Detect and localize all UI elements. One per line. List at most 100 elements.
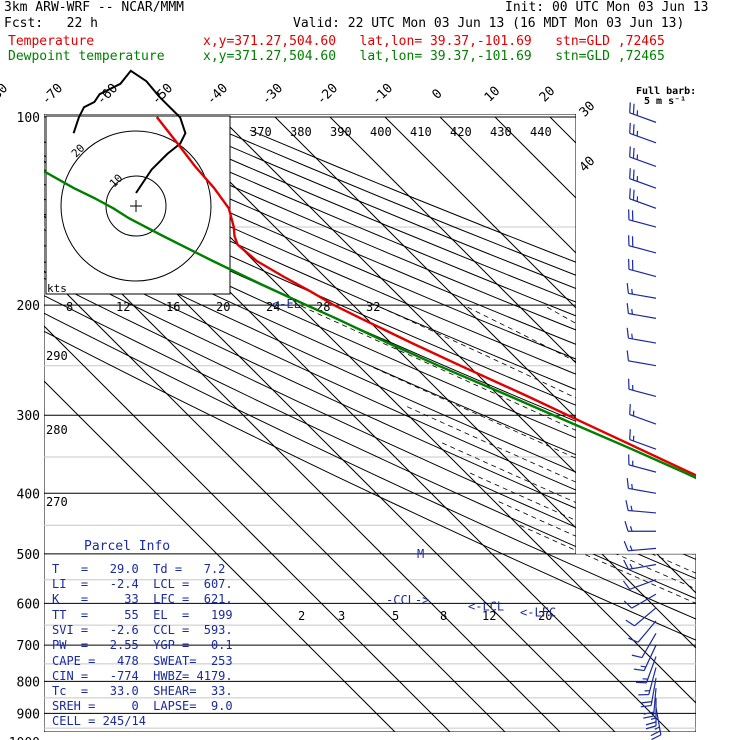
wind-barb [625,500,657,514]
wind-barb [628,620,657,643]
isotherm [44,270,506,732]
wind-barb [624,521,656,532]
isotherm-label: -80 [0,81,11,108]
parcel-row: CELL = 245/14 [52,714,146,728]
wind-barb [628,378,657,398]
pressure-label-400: 400 [17,487,40,502]
wind-barb [626,350,657,367]
theta-label: 370 [250,125,272,139]
parcel-info-title: Parcel Info [84,539,171,554]
hodo-units: kts [47,282,67,295]
wind-barb [633,644,657,672]
theta-side-label: 280 [46,423,68,437]
isotherm [439,116,696,374]
wind-barb [628,235,657,254]
dry-adiabat [44,261,696,560]
skewt-grid [44,114,740,740]
wind-barb [623,559,657,570]
wind-barb [643,688,657,719]
pressure-label-800: 800 [17,675,40,690]
mixing-ratio-bottom-label: 12 [482,609,496,623]
barb-panel-bg [576,114,696,554]
hodo-trace [72,69,187,194]
isotherm-label: -40 [204,81,231,108]
dry-adiabat [44,294,696,600]
isotherm-label: -30 [259,81,286,108]
parcel-row: SVI = -2.6 CCL = 593. [52,623,233,637]
theta-label: 400 [370,125,392,139]
hodo-ring-10 [105,175,167,237]
wind-barb [625,607,657,627]
moist-adiabat [519,524,696,604]
isotherm-label: -10 [369,81,396,108]
isotherm [715,117,740,740]
parcel-row: T = 29.0 Td = 7.2 [52,562,226,576]
wind-barb [640,677,657,708]
m-marker: M [417,547,424,561]
parcel-row: K = 33 LFC = 621. [52,592,233,606]
dry-adiabat [44,312,696,620]
dry-adiabat [44,229,696,524]
mixing-ratio-top-label: 8 [66,300,73,314]
isotherm-label: 10 [482,84,504,106]
pressure-label-500: 500 [17,548,40,563]
el-marker: <-EL [272,297,301,311]
moist-adiabat [494,499,696,590]
mixing-ratio-top-label: 12 [116,300,130,314]
parcel-info-panel: Parcel Info T = 29.0 Td = 7.2 LI = -2.4 … [44,536,233,732]
isotherm-label: -70 [39,81,66,108]
theta-label: 430 [490,125,512,139]
wind-barb [626,477,657,494]
dry-adiabat [44,330,696,641]
full-barb-units: 5 m s⁻¹ [644,96,687,107]
wind-barb [626,303,657,319]
ccl-marker: -CCL-> [386,593,429,607]
legend-temperature-info: x,y=371.27,504.60 lat,lon= 39.37,-101.69… [203,34,665,49]
model-title: 3km ARW-WRF -- NCAR/MMM [4,0,185,15]
mixing-ratio-bottom-label: 8 [440,609,447,623]
wind-barb [638,667,657,696]
pressure-label-900: 900 [17,707,40,722]
wind-barb [628,209,657,228]
isotherm-label: 0 [429,86,445,102]
mixing-ratio-bottom-label: 3 [338,609,345,623]
dry-adiabat [44,198,696,488]
parcel-row: Tc = 33.0 SHEAR= 33. [52,684,233,698]
parcel-row: LI = -2.4 LCL = 607. [52,577,233,591]
lfc-marker: <-LFC [520,606,556,620]
wind-barb [622,579,657,590]
wind-barb [629,146,657,168]
wind-barb [629,429,657,450]
wind-barb [629,188,657,209]
theta-label: 410 [410,125,432,139]
wind-barb [635,656,657,684]
wind-barb [623,593,657,609]
mixing-ratio-bottom-label: 20 [538,609,552,623]
theta-label: 420 [450,125,472,139]
legend-dewpoint-label: Dewpoint temperature [8,49,165,64]
parcel-row: SREH = 0 LAPSE= 9.0 [52,699,233,713]
isotherm-label: 20 [537,84,559,106]
wind-barb [626,282,657,299]
dry-adiabat [44,244,696,542]
wind-barb [629,122,657,144]
isotherm [384,116,696,429]
pressure-label-1000: 1000 [9,736,40,740]
mixing-ratio-bottom-label: 5 [392,609,399,623]
wind-barb [645,697,657,730]
mixing-ratio-top-label: 32 [366,300,380,314]
valid-time: Valid: 22 UTC Mon 03 Jun 13 (16 MDT Mon … [293,16,685,31]
mixing-ratio-top-label: 20 [216,300,230,314]
theta-label: 390 [330,125,352,139]
legend-dewpoint-info: x,y=371.27,504.60 lat,lon= 39.37,-101.69… [203,49,665,64]
mixing-ratio-top-label: 24 [266,300,280,314]
dewpoint-line [44,169,696,480]
parcel-row: PW = 2.55 YGP = 0.1 [52,638,233,652]
theta-label: 380 [290,125,312,139]
theta-side-label: 290 [46,349,68,363]
wind-barb [631,632,657,659]
mixing-ratio-top-label: 16 [166,300,180,314]
mixing-ratio-bottom-label: 2 [298,609,305,623]
